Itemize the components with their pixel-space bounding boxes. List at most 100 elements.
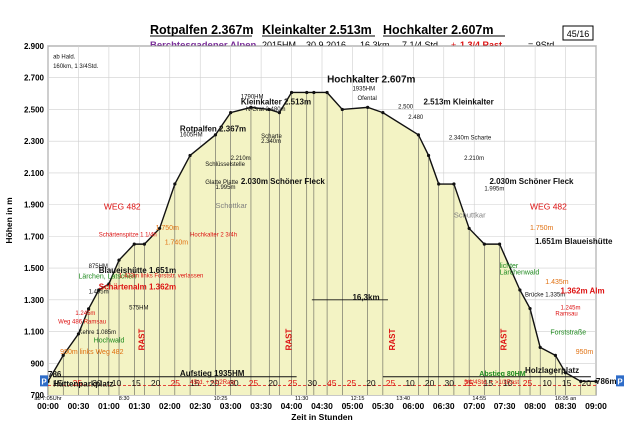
x-tick-label: 07:00	[463, 401, 485, 411]
waypoint-marker	[305, 90, 309, 95]
x-tick-label: 08:30	[555, 401, 577, 411]
x-tick-label: 00:30	[68, 401, 90, 411]
segment-minutes-label: 10	[503, 378, 513, 388]
x-tick-label: 01:00	[98, 401, 120, 411]
annotation-label: Kleinkalter 2.513m	[241, 98, 311, 107]
segment-minutes-label: 25	[347, 378, 357, 388]
y-tick-label: 1.300	[24, 296, 45, 305]
waypoint-marker	[229, 111, 233, 115]
y-tick-label: 2.900	[24, 42, 45, 51]
x-tick-label: 05:00	[342, 401, 364, 411]
waypoint-marker	[563, 371, 568, 375]
annotation-label: 2.513m Kleinkalter	[423, 98, 493, 107]
segment-minutes-label: 15	[190, 378, 200, 388]
annotation-label: Rotpalfen 2.367m	[180, 125, 246, 134]
y-tick-label: 700	[31, 391, 45, 400]
title-hochkalter: Hochkalter 2.607m	[383, 23, 493, 37]
segment-minutes-label: 20	[425, 378, 435, 388]
waypoint-marker	[173, 182, 177, 186]
annotation-label: 2.030m Schöner Fleck	[241, 177, 326, 186]
segment-minutes-label: 20	[366, 378, 376, 388]
annotation-label: 2.210m	[231, 156, 251, 162]
waypoint-marker	[538, 345, 542, 350]
waypoint-marker	[142, 242, 147, 246]
waypoint-marker	[416, 133, 421, 137]
annotation-label: Kehre 1.085m	[78, 330, 116, 336]
annotation-label: 1.362m Alm	[560, 286, 604, 295]
annotation-label: 2.480	[408, 115, 424, 121]
x-tick-label: 08:00	[524, 401, 546, 411]
annotation-label: 1790HM	[241, 94, 264, 100]
y-tick-label: 2.300	[24, 137, 45, 146]
waypoint-marker	[267, 107, 271, 112]
rest-label: RAST	[388, 328, 397, 350]
segment-minutes-label: 25	[249, 378, 259, 388]
waypoint-marker	[518, 288, 522, 292]
parking-marker-left-label: P	[41, 377, 47, 386]
annotation-label: 1.245m	[560, 305, 580, 311]
segment-minutes-label: 10	[542, 378, 552, 388]
x-axis-title: Zeit in Stunden	[291, 412, 352, 422]
waypoint-marker	[452, 182, 456, 186]
segment-minutes-label: 20	[151, 378, 161, 388]
waypoint-marker	[366, 105, 370, 109]
segment-minutes-label: 25	[386, 378, 396, 388]
x-tick-label: 03:00	[220, 401, 242, 411]
x-tick-label: 04:30	[311, 401, 333, 411]
annotation-label: 875HM	[89, 264, 108, 270]
annotation-label: 1.245m	[75, 311, 95, 317]
y-tick-label: 1.500	[24, 264, 45, 273]
elevation-line	[47, 91, 596, 383]
title-kleinkalter: Kleinkalter 2.513m	[262, 23, 372, 37]
rest-label: RAST	[285, 328, 294, 350]
annotation-label: 575HM	[129, 305, 148, 311]
annotation-label: Brücke 1.335m	[525, 293, 565, 299]
page-badge: 45/16	[567, 29, 590, 39]
waypoint-marker	[97, 288, 101, 292]
segment-minutes-label: 30	[92, 378, 102, 388]
y-tick-label: 1.700	[24, 232, 45, 241]
waypoint-marker	[249, 105, 253, 109]
y-tick-label: 2.500	[24, 105, 45, 114]
plus-label: +	[451, 40, 456, 50]
y-tick-label: 900	[31, 359, 45, 368]
x-tick-label: 02:00	[159, 401, 181, 411]
annotation-label: Schlüsselstelle	[205, 162, 245, 168]
waypoint-marker	[158, 226, 162, 231]
waypoint-marker	[132, 242, 136, 246]
waypoint-marker	[340, 107, 344, 112]
segment-minutes-label: 15	[53, 378, 63, 388]
waypoint-marker	[277, 111, 281, 115]
y-tick-label: 2.700	[24, 74, 45, 83]
elevation-area	[48, 92, 596, 395]
waypoint-marker	[312, 90, 316, 95]
year-label: 2015HM	[262, 40, 296, 50]
annotation-label: Abstieg 80HM	[479, 371, 525, 378]
intermediate-time-label: 12:15	[351, 396, 365, 402]
x-tick-label: 06:30	[433, 401, 455, 411]
y-axis-title: Höhen in m	[4, 197, 14, 244]
annotation-label: Weg 486 Ramsau	[58, 320, 106, 326]
total-time-label: = 9Std.	[528, 40, 557, 50]
annotation-label: Schuttkar	[454, 210, 486, 219]
annotation-label: 1.995m	[484, 186, 504, 192]
page-badge-box	[562, 25, 594, 41]
segment-minutes-label: 25	[170, 378, 180, 388]
waypoint-marker	[188, 153, 192, 158]
y-tick-label: 2.100	[24, 169, 45, 178]
waypoint-marker	[213, 133, 218, 137]
annotation-label: 2.030m Schöner Fleck	[489, 177, 574, 186]
annotation-label: 1605HM	[180, 132, 203, 138]
annotation-label: Ramsau	[555, 312, 577, 318]
waypoint-marker	[107, 282, 111, 286]
segment-minutes-label: 25	[288, 378, 298, 388]
annotation-label: Hüttenparkplatz	[53, 379, 113, 388]
segment-minutes-label: 20	[268, 378, 278, 388]
date-label: 30.9.2016	[306, 40, 346, 50]
segment-minutes-label: 15	[131, 378, 141, 388]
annotation-label: Schärtenalm 1.362m	[99, 283, 176, 292]
rest-time-label: 1 3/4 Rast	[460, 40, 502, 50]
annotation-label: WEG 482	[530, 201, 567, 211]
title-rotpalfen: Rotpalfen 2.367m	[150, 23, 254, 37]
